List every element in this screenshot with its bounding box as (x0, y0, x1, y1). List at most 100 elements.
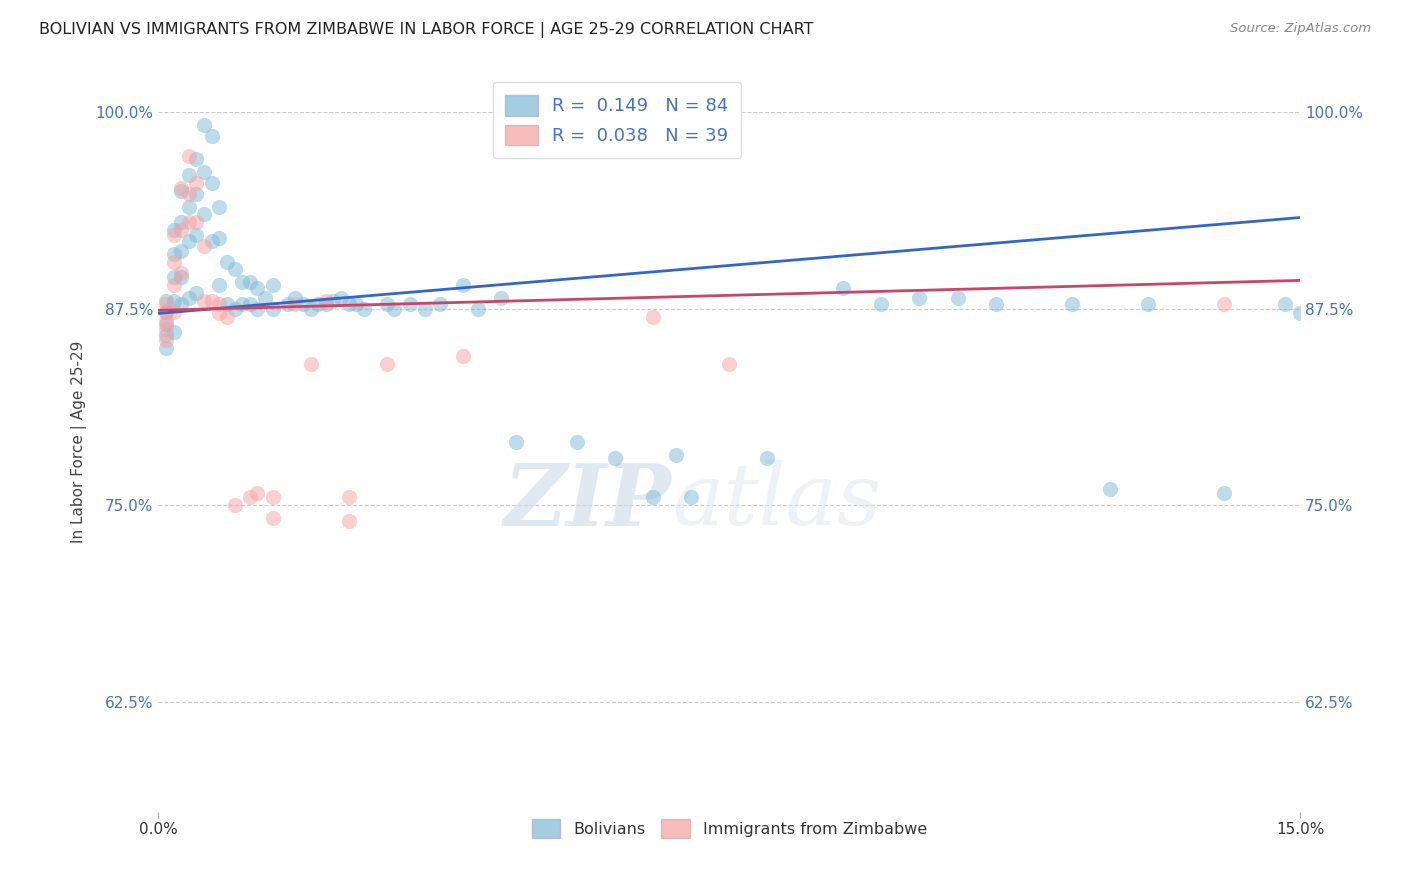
Point (451, 349, 474, 363)
Point (186, 285, 208, 300)
Point (193, 293, 215, 308)
Point (193, 165, 215, 179)
Point (565, 435, 588, 450)
Point (398, 297, 420, 311)
Point (163, 227, 186, 242)
Point (186, 153, 208, 167)
Point (186, 215, 208, 229)
Point (315, 297, 337, 311)
Point (231, 297, 253, 311)
Point (299, 357, 322, 371)
Point (681, 490, 703, 504)
Point (155, 305, 177, 319)
Point (201, 176, 224, 190)
Point (163, 305, 186, 319)
Point (186, 227, 208, 242)
Point (984, 297, 1007, 311)
Point (170, 244, 193, 258)
Point (643, 490, 665, 504)
Point (170, 223, 193, 237)
Text: ZIP: ZIP (505, 459, 672, 543)
Point (307, 297, 329, 311)
Point (155, 297, 177, 311)
Point (201, 128, 224, 143)
Point (870, 297, 893, 311)
Point (277, 297, 299, 311)
Point (1060, 297, 1083, 311)
Point (1289, 306, 1312, 320)
Point (429, 297, 451, 311)
Point (284, 297, 307, 311)
Point (170, 184, 193, 198)
Point (299, 301, 322, 316)
Point (224, 498, 246, 512)
Point (193, 207, 215, 221)
Point (239, 490, 262, 504)
Point (155, 328, 177, 343)
Point (215, 254, 238, 268)
Point (344, 297, 367, 311)
Point (643, 310, 665, 324)
Point (155, 333, 177, 347)
Point (375, 297, 398, 311)
Point (832, 281, 855, 295)
Point (208, 278, 231, 293)
Point (208, 231, 231, 245)
Point (908, 291, 931, 305)
Point (262, 510, 284, 524)
Point (1274, 297, 1296, 311)
Point (163, 278, 186, 293)
Point (1136, 297, 1159, 311)
Point (208, 297, 231, 311)
Point (292, 297, 315, 311)
Point (353, 301, 375, 316)
Point (451, 278, 474, 293)
Point (155, 305, 177, 319)
Legend: Bolivians, Immigrants from Zimbabwe: Bolivians, Immigrants from Zimbabwe (524, 813, 934, 844)
Point (224, 301, 246, 316)
Text: atlas: atlas (672, 460, 882, 542)
Point (681, 856, 703, 871)
Point (177, 149, 200, 163)
Point (155, 341, 177, 355)
Point (253, 291, 276, 305)
Point (315, 293, 337, 308)
Point (155, 293, 177, 308)
Point (467, 301, 489, 316)
Point (1212, 297, 1234, 311)
Point (224, 262, 246, 277)
Point (603, 450, 626, 465)
Point (177, 291, 200, 305)
Point (155, 314, 177, 328)
Point (413, 301, 436, 316)
Point (330, 291, 353, 305)
Point (170, 180, 193, 194)
Point (215, 310, 238, 324)
Point (215, 297, 238, 311)
Point (1098, 483, 1121, 497)
Point (505, 435, 527, 450)
Point (375, 357, 398, 371)
Point (337, 490, 360, 504)
Point (170, 297, 193, 311)
Text: Source: ZipAtlas.com: Source: ZipAtlas.com (1230, 22, 1371, 36)
Point (239, 275, 262, 289)
Point (489, 291, 512, 305)
Point (665, 448, 688, 462)
Point (262, 301, 284, 316)
Point (382, 301, 405, 316)
Point (170, 270, 193, 285)
Point (163, 270, 186, 285)
Point (239, 297, 262, 311)
Point (155, 322, 177, 336)
Point (155, 318, 177, 332)
Point (718, 357, 741, 371)
Point (193, 239, 215, 253)
Point (201, 234, 224, 248)
Point (186, 176, 208, 190)
Point (186, 186, 208, 201)
Point (337, 514, 360, 528)
Point (177, 186, 200, 201)
Point (163, 246, 186, 260)
Point (201, 293, 224, 308)
